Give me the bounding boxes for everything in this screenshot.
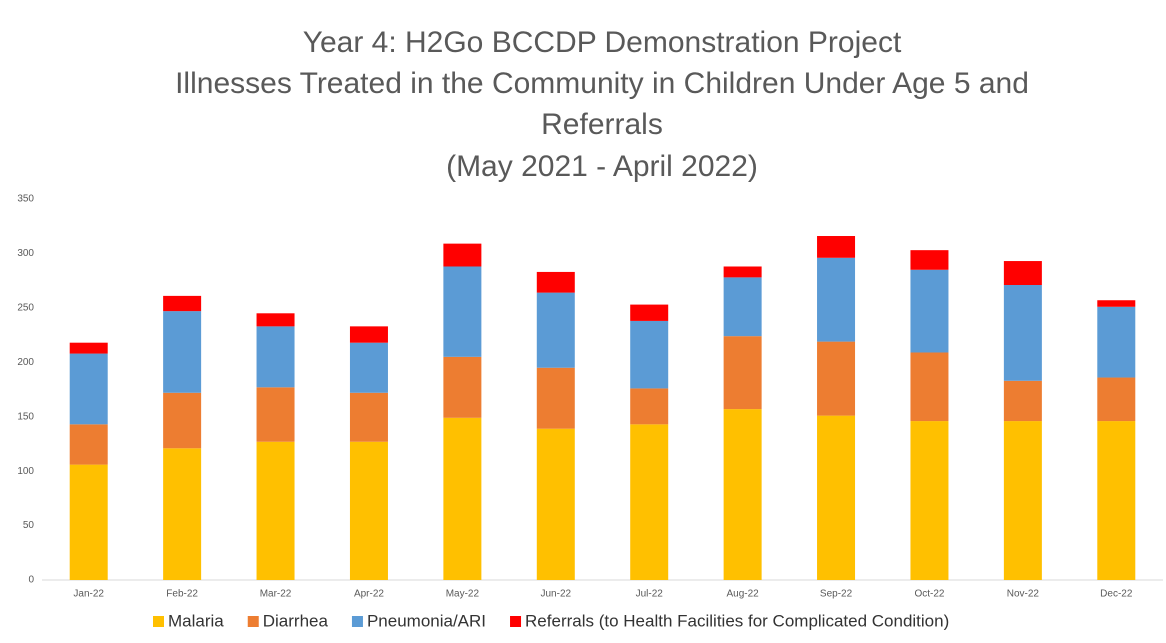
x-tick-label: Sep-22 xyxy=(820,589,853,600)
bar-segment xyxy=(1003,261,1042,285)
bar-segment xyxy=(69,353,108,425)
y-tick-label: 350 xyxy=(17,194,34,205)
bar-segment xyxy=(1097,306,1136,378)
bar-segment xyxy=(163,392,202,449)
legend-swatch xyxy=(247,616,259,627)
bar-segment xyxy=(630,388,669,425)
bar-segment xyxy=(349,342,388,393)
y-tick-label: 250 xyxy=(17,302,34,313)
legend-swatch xyxy=(153,616,164,627)
bar-segment xyxy=(817,236,856,258)
y-tick-label: 100 xyxy=(17,466,34,477)
bar-segment xyxy=(1097,300,1136,307)
x-tick-label: Oct-22 xyxy=(914,589,944,600)
legend-swatch xyxy=(510,616,522,627)
bar-segment xyxy=(723,336,762,410)
bar-segment xyxy=(536,271,575,293)
bar-segment xyxy=(163,448,202,580)
x-tick-label: Nov-22 xyxy=(1007,589,1040,600)
bar-segment xyxy=(630,304,669,321)
bar-segment xyxy=(536,292,575,368)
bar-segment xyxy=(256,441,295,580)
bar-segment xyxy=(910,421,949,580)
legend-swatch xyxy=(351,616,363,627)
x-tick-label: Jun-22 xyxy=(541,589,572,600)
x-tick-label: Dec-22 xyxy=(1100,589,1133,600)
y-tick-label: 0 xyxy=(28,575,34,586)
bar-segment xyxy=(630,424,669,580)
bar-segment xyxy=(817,415,856,580)
bar-segment xyxy=(349,326,388,343)
bar-segment xyxy=(723,277,762,337)
bar-segment xyxy=(69,424,108,465)
bar-segment xyxy=(630,320,669,389)
bar-segment xyxy=(1003,421,1042,580)
bar-segment xyxy=(817,257,856,342)
bar-segment xyxy=(256,326,295,388)
bar-segment xyxy=(163,311,202,393)
bar-segment xyxy=(69,342,108,354)
bar-segment xyxy=(723,409,762,580)
bar-segment xyxy=(1097,377,1136,422)
bar-segment xyxy=(256,387,295,442)
legend-label: Malaria xyxy=(168,611,224,630)
chart-title: Referrals xyxy=(541,108,663,141)
x-tick-label: Feb-22 xyxy=(166,589,198,600)
chart-title: (May 2021 - April 2022) xyxy=(446,150,758,183)
chart-title: Year 4: H2Go BCCDP Demonstration Project xyxy=(303,26,902,59)
bar-segment xyxy=(443,417,482,580)
y-tick-label: 50 xyxy=(23,520,35,531)
x-tick-label: May-22 xyxy=(446,589,480,600)
chart-title: Illnesses Treated in the Community in Ch… xyxy=(175,67,1029,100)
legend-label: Diarrhea xyxy=(263,611,329,630)
y-tick-label: 150 xyxy=(17,411,34,422)
bar-segment xyxy=(536,428,575,580)
legend-label: Pneumonia/ARI xyxy=(367,611,486,630)
bar-segment xyxy=(1003,284,1042,381)
bar-segment xyxy=(817,341,856,416)
bar-segment xyxy=(1003,380,1042,422)
x-tick-label: Aug-22 xyxy=(727,589,760,600)
x-tick-label: Jul-22 xyxy=(636,589,664,600)
bar-segment xyxy=(349,441,388,580)
bar-segment xyxy=(723,266,762,278)
bar-segment xyxy=(69,464,108,580)
x-tick-label: Apr-22 xyxy=(354,589,384,600)
bar-segment xyxy=(536,367,575,429)
x-tick-label: Jan-22 xyxy=(73,589,104,600)
bar-segment xyxy=(163,295,202,312)
bar-segment xyxy=(256,313,295,327)
x-tick-label: Mar-22 xyxy=(260,589,292,600)
y-tick-label: 200 xyxy=(17,357,34,368)
legend-label: Referrals (to Health Facilities for Comp… xyxy=(525,611,949,630)
bar-segment xyxy=(910,352,949,422)
bar-segment xyxy=(349,392,388,442)
bar-segment xyxy=(443,266,482,357)
bar-segment xyxy=(910,250,949,270)
bar-segment xyxy=(910,269,949,353)
bar-segment xyxy=(1097,421,1136,580)
bar-segment xyxy=(443,356,482,418)
bar-segment xyxy=(443,243,482,267)
y-tick-label: 300 xyxy=(17,248,34,259)
